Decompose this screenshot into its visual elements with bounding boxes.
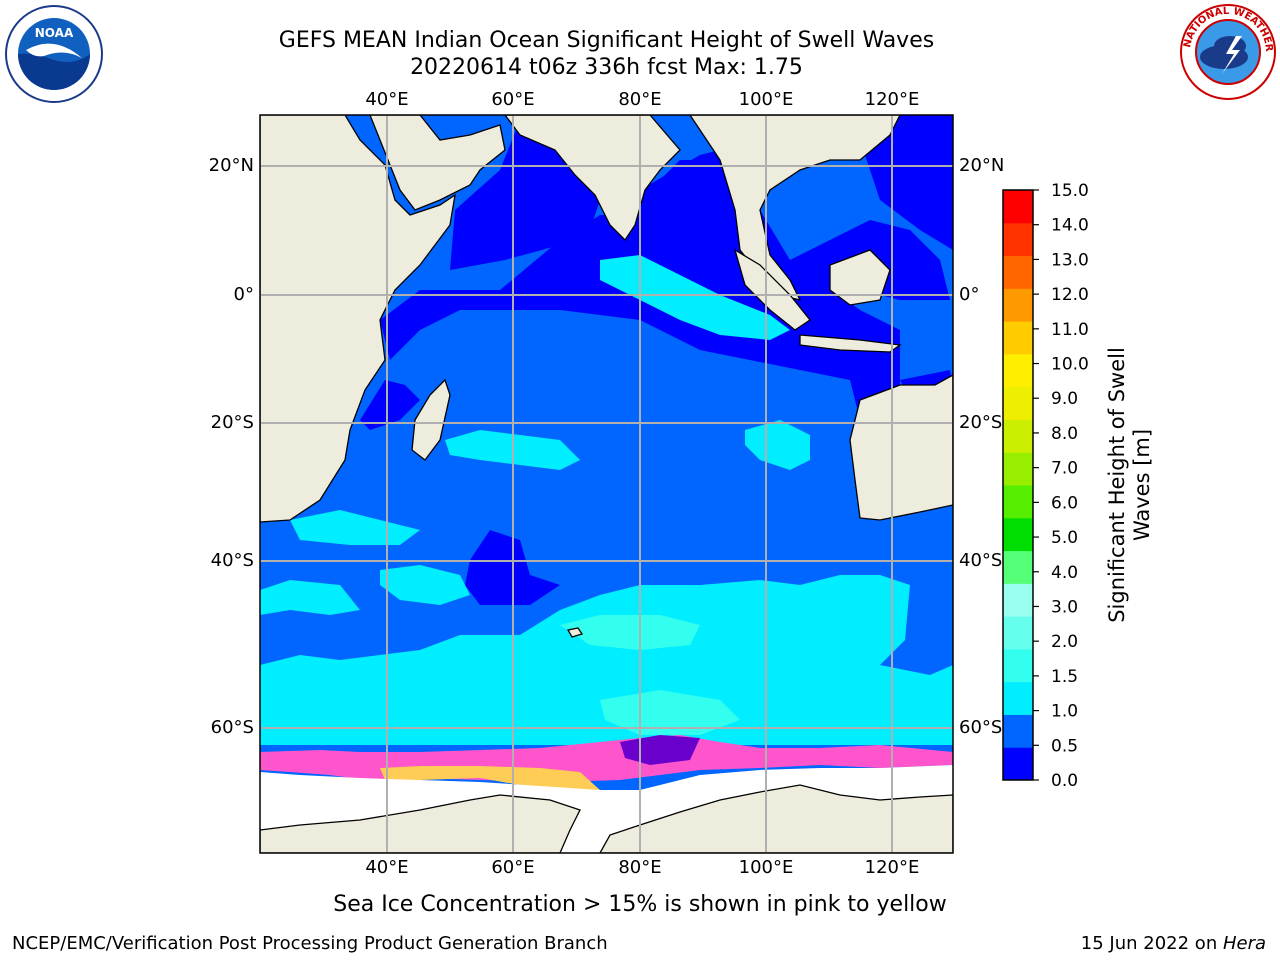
- sea-ice-footnote: Sea Ice Concentration > 15% is shown in …: [333, 892, 947, 917]
- lon-tick-bottom-120e: 120°E: [864, 857, 920, 878]
- colorbar-tick-label: 1.5: [1051, 667, 1078, 687]
- lon-tick-top-60e: 60°E: [491, 89, 535, 110]
- lat-tick-left-40s: 40°S: [210, 550, 254, 571]
- colorbar-tick-label: 13.0: [1051, 250, 1089, 270]
- colorbar-segment: [1003, 353, 1033, 388]
- colorbar-tick-label: 11.0: [1051, 320, 1089, 340]
- colorbar-segment: [1003, 747, 1033, 781]
- colorbar-tick-label: 0.5: [1051, 736, 1078, 756]
- colorbar-segment: [1003, 222, 1033, 257]
- australia: [849, 374, 953, 521]
- colorbar-tick-label: 0.0: [1051, 771, 1078, 791]
- colorbar-tick-label: 7.0: [1051, 459, 1078, 479]
- lon-tick-bottom-60e: 60°E: [491, 857, 535, 878]
- colorbar-tick-label: 10.0: [1051, 355, 1089, 375]
- india: [504, 115, 681, 242]
- graticule: [260, 115, 953, 853]
- lon-tick-top-120e: 120°E: [864, 89, 920, 110]
- colorbar-segment: [1003, 386, 1033, 420]
- colorbar-frame: [1002, 189, 1034, 781]
- colorbar-segment: [1003, 452, 1033, 486]
- southeast-asia: [689, 115, 901, 301]
- lat-tick-right-20n: 20°N: [959, 155, 1005, 176]
- colorbar-segment: [1003, 583, 1033, 617]
- lon-tick-top-100e: 100°E: [738, 89, 794, 110]
- colorbar-tick-label: 15.0: [1051, 181, 1089, 201]
- colorbar-segment: [1003, 616, 1033, 650]
- lat-tick-right-0: 0°: [959, 284, 980, 305]
- colorbar-tick-label: 5.0: [1051, 528, 1078, 548]
- map-title: GEFS MEAN Indian Ocean Significant Heigh…: [278, 28, 935, 53]
- higher-swell-zones: [560, 615, 740, 735]
- colorbar-segment: [1003, 190, 1033, 224]
- colorbar-tick-label: 9.0: [1051, 389, 1078, 409]
- lat-tick-right-40s: 40°S: [959, 550, 1003, 571]
- antarctica-west: [260, 794, 581, 853]
- land-masses: [260, 115, 953, 853]
- colorbar-tick-label: 6.0: [1051, 493, 1078, 513]
- map-frame: [259, 114, 954, 854]
- noaa-logo-text: NOAA: [35, 26, 74, 40]
- nws-logo: NATIONAL WEATHER SERVICE: [1178, 2, 1276, 100]
- colorbar: 0.0 0.5 1.0 1.5 2.0 3.0 4.0 5.0 6.0 7.0 8.0 9.0 10.0…: [1002, 181, 1089, 791]
- madagascar: [411, 378, 451, 461]
- colorbar-segment: [1003, 681, 1033, 715]
- arabia: [369, 115, 506, 211]
- lon-tick-top-40e: 40°E: [365, 89, 409, 110]
- lat-tick-left-60s: 60°S: [210, 717, 254, 738]
- lon-tick-top-80e: 80°E: [618, 89, 662, 110]
- lon-tick-bottom-40e: 40°E: [365, 857, 409, 878]
- lat-tick-right-20s: 20°S: [959, 412, 1003, 433]
- footer-date-text: 15 Jun 2022 on: [1080, 933, 1223, 954]
- colorbar-tick-label: 12.0: [1051, 285, 1089, 305]
- colorbar-segment: [1003, 517, 1033, 552]
- colorbar-segment: [1003, 648, 1033, 683]
- lat-tick-left-0: 0°: [233, 284, 254, 305]
- noaa-logo: NOAA: [5, 5, 103, 103]
- footer-machine: Hera: [1222, 933, 1266, 954]
- borneo: [829, 249, 891, 306]
- colorbar-segment: [1003, 714, 1033, 748]
- colorbar-tick-label: 4.0: [1051, 563, 1078, 583]
- colorbar-title-line1: Significant Height of Swell: [1105, 347, 1129, 623]
- kerguelen: [566, 627, 584, 638]
- colorbar-tick-label: 3.0: [1051, 597, 1078, 617]
- colorbar-tick-label: 14.0: [1051, 216, 1089, 236]
- colorbar-segment: [1003, 255, 1033, 289]
- map-subtitle: 20220614 t06z 336h fcst Max: 1.75: [410, 55, 803, 80]
- lon-tick-bottom-80e: 80°E: [618, 857, 662, 878]
- footer-branch: NCEP/EMC/Verification Post Processing Pr…: [12, 933, 608, 954]
- colorbar-title: Significant Height of Swell Waves [m]: [1105, 347, 1155, 623]
- java: [799, 334, 902, 353]
- lon-tick-bottom-100e: 100°E: [738, 857, 794, 878]
- colorbar-segment: [1003, 419, 1033, 453]
- lat-tick-right-60s: 60°S: [959, 717, 1003, 738]
- colorbar-title-line2: Waves [m]: [1130, 428, 1154, 542]
- colorbar-tick-label: 2.0: [1051, 632, 1078, 652]
- colorbar-segment: [1003, 485, 1033, 519]
- colorbar-tick-label: 1.0: [1051, 702, 1078, 722]
- colorbar-segment: [1003, 550, 1033, 584]
- footer-date: 15 Jun 2022 on Hera: [1081, 933, 1266, 955]
- lat-tick-left-20s: 20°S: [210, 412, 254, 433]
- lat-tick-left-20n: 20°N: [208, 155, 254, 176]
- colorbar-tick-label: 8.0: [1051, 424, 1078, 444]
- colorbar-segment: [1003, 321, 1033, 355]
- colorbar-segment: [1003, 288, 1033, 322]
